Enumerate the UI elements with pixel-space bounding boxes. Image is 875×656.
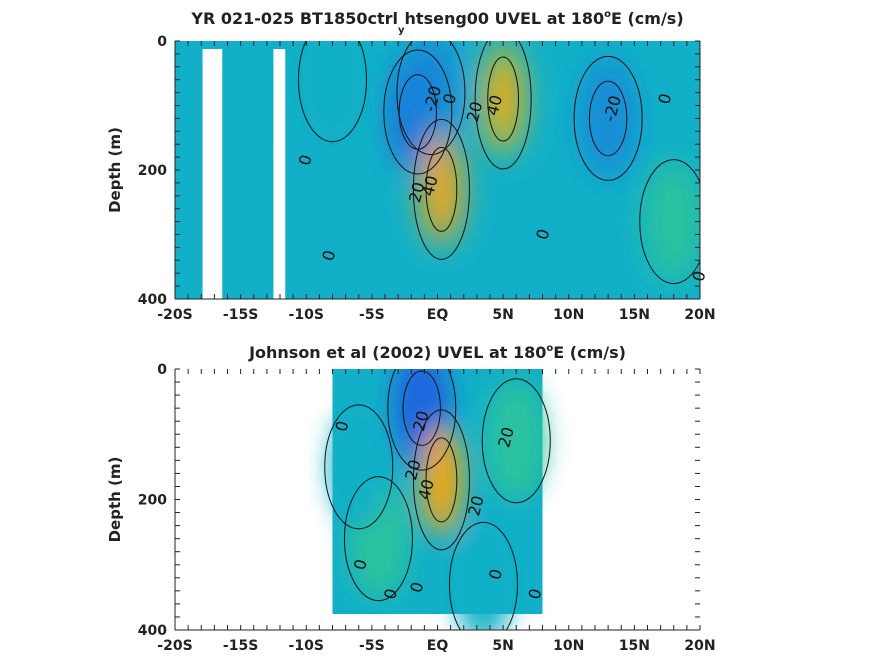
x-tick-label: 20N (684, 638, 715, 654)
contour-label: 20 (463, 99, 487, 124)
contour-line (425, 437, 458, 523)
contour-label: 20 (409, 409, 433, 434)
contour-label: 40 (482, 93, 506, 118)
contour-label: 20 (494, 425, 518, 450)
contour-label: 0 (485, 567, 506, 582)
contour-line (639, 159, 700, 285)
contour-line (474, 41, 532, 170)
contour-lines (324, 369, 551, 630)
contour-label: 0 (439, 91, 460, 106)
heatmap-feature (486, 380, 547, 501)
heatmap-field (328, 369, 547, 630)
y-tick-label: 200 (138, 493, 167, 509)
contour-line (481, 378, 551, 504)
contour-label: 20 (464, 493, 488, 518)
x-tick-label: 5N (492, 638, 513, 654)
contour-label: 0 (295, 153, 316, 168)
y-tick-label: 200 (138, 163, 167, 179)
y-axis-label: Depth (m) (106, 127, 124, 213)
contour-line (425, 146, 458, 232)
y-tick-label: 400 (138, 623, 167, 639)
contour-label: 0 (350, 557, 371, 572)
contour-line (487, 56, 520, 142)
contour-line (588, 80, 628, 157)
heatmap-features (302, 41, 700, 282)
contour-label: 0 (532, 227, 553, 242)
top-panel: YR 021-025 BT1850ctrlyhtseng00 UVEL at 1… (106, 9, 716, 323)
y-tick-label: 0 (157, 34, 167, 50)
missing-data-band (202, 49, 223, 299)
x-tick-label: -10S (289, 638, 324, 654)
title-part: YR 021-025 BT1850ctrl (190, 9, 398, 28)
x-tick-label: 15N (619, 638, 650, 654)
contour-line (324, 404, 394, 530)
contour-line (402, 370, 441, 446)
contour-line (396, 41, 466, 156)
x-tick-label: -5S (359, 307, 385, 323)
contour-line (398, 74, 438, 150)
heatmap-features (328, 369, 547, 630)
contour-line (343, 476, 413, 602)
x-tick-label: EQ (427, 638, 449, 654)
heatmap-feature (302, 41, 363, 140)
title-part: o (604, 9, 611, 20)
bottom-panel: Johnson et al (2002) UVEL at 180oE (cm/s… (106, 343, 716, 654)
heatmap-feature (643, 161, 700, 282)
x-tick-label: EQ (427, 307, 449, 323)
contour-label: 0 (406, 580, 427, 595)
contour-line (412, 118, 470, 260)
title-part: Johnson et al (2002) UVEL at 180 (248, 343, 546, 362)
x-tick-label: -10S (289, 307, 324, 323)
contour-label: 40 (418, 174, 442, 199)
contour-label: 0 (689, 269, 710, 284)
contour-line (387, 369, 457, 471)
x-tick-label: 10N (553, 638, 584, 654)
x-tick-label: 20N (684, 307, 715, 323)
contour-line (298, 41, 367, 143)
heatmap-field (175, 41, 700, 299)
heatmap-feature (328, 406, 389, 527)
heatmap-feature (578, 58, 639, 179)
y-axis-label: Depth (m) (106, 457, 124, 543)
heatmap-feature (453, 524, 514, 630)
x-tick-label: -5S (359, 638, 385, 654)
x-tick-label: 15N (619, 307, 650, 323)
contour-line (573, 55, 643, 181)
contour-label: 20 (401, 458, 425, 483)
title-part: htseng00 UVEL at 180 (405, 9, 605, 28)
title-part: o (546, 343, 553, 354)
x-tick-label: -20S (157, 638, 192, 654)
x-tick-label: -15S (223, 638, 258, 654)
contour-label: 0 (380, 586, 401, 601)
x-tick-label: 5N (492, 307, 513, 323)
title-part: E (cm/s) (553, 343, 626, 362)
x-tick-label: -15S (223, 307, 258, 323)
contour-label: 0 (332, 419, 353, 434)
y-tick-label: 0 (157, 362, 167, 378)
missing-data-band (273, 49, 286, 299)
contour-line (383, 49, 453, 175)
contour-lines (298, 41, 700, 285)
chart-title: Johnson et al (2002) UVEL at 180oE (cm/s… (248, 343, 626, 362)
contour-line (412, 409, 470, 551)
title-part: y (398, 25, 405, 36)
contour-label: 0 (654, 91, 675, 106)
x-tick-label: -20S (157, 307, 192, 323)
heatmap-feature (400, 41, 461, 153)
contour-label: 20 (405, 180, 429, 205)
contour-label: 40 (414, 477, 438, 502)
y-tick-label: 400 (138, 292, 167, 308)
contour-label: 0 (524, 586, 545, 601)
heatmap-core (429, 159, 454, 220)
contour-line (448, 521, 518, 630)
chart-title: YR 021-025 BT1850ctrlyhtseng00 UVEL at 1… (190, 9, 683, 36)
x-tick-label: 10N (553, 307, 584, 323)
contour-label: 0 (318, 248, 339, 263)
title-part: E (cm/s) (611, 9, 684, 28)
heatmap-core (491, 69, 516, 130)
